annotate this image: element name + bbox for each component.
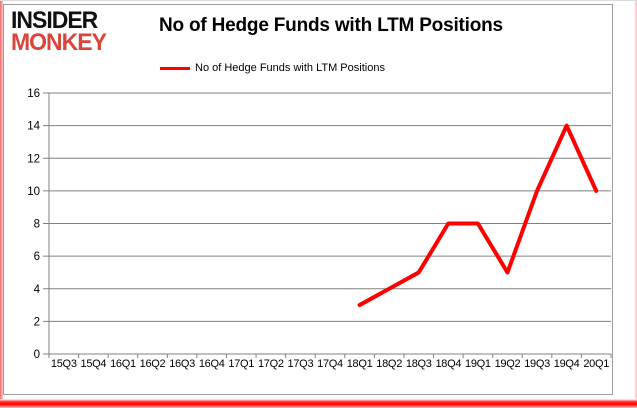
frame-border-bottom <box>0 399 637 408</box>
svg-text:12: 12 <box>27 153 40 165</box>
legend-line-swatch <box>160 66 190 70</box>
svg-text:17Q4: 17Q4 <box>317 358 343 370</box>
svg-text:19Q1: 19Q1 <box>465 358 491 370</box>
svg-text:2: 2 <box>34 316 40 328</box>
insider-monkey-logo: INSIDER MONKEY <box>11 5 107 56</box>
svg-text:16Q4: 16Q4 <box>199 358 225 370</box>
svg-text:16Q2: 16Q2 <box>140 358 166 370</box>
y-axis: 0 2 4 6 8 10 12 14 16 <box>27 88 50 361</box>
svg-text:18Q1: 18Q1 <box>347 358 373 370</box>
svg-text:15Q4: 15Q4 <box>81 358 107 370</box>
svg-text:10: 10 <box>27 186 40 198</box>
svg-text:20Q1: 20Q1 <box>583 358 609 370</box>
chart-title: No of Hedge Funds with LTM Positions <box>159 15 503 36</box>
x-axis: 15Q3 15Q4 16Q1 16Q2 16Q3 16Q4 17Q1 17Q2 17Q3 17Q4… <box>48 353 612 370</box>
svg-text:18Q4: 18Q4 <box>435 358 461 370</box>
svg-text:17Q1: 17Q1 <box>228 358 254 370</box>
svg-text:6: 6 <box>34 251 40 263</box>
svg-text:18Q3: 18Q3 <box>406 358 432 370</box>
svg-text:19Q4: 19Q4 <box>554 358 580 370</box>
svg-text:17Q2: 17Q2 <box>258 358 284 370</box>
logo-text-monkey: MONKEY <box>11 28 107 56</box>
gridlines <box>49 92 611 322</box>
svg-text:14: 14 <box>27 121 40 133</box>
logo-text-insider: INSIDER <box>11 5 98 34</box>
svg-text:15Q3: 15Q3 <box>51 358 77 370</box>
svg-text:16Q1: 16Q1 <box>110 358 136 370</box>
svg-text:4: 4 <box>34 284 41 296</box>
svg-text:19Q2: 19Q2 <box>495 358 521 370</box>
svg-text:17Q3: 17Q3 <box>288 358 314 370</box>
svg-text:19Q3: 19Q3 <box>524 358 550 370</box>
svg-text:18Q2: 18Q2 <box>376 358 402 370</box>
chart-legend: No of Hedge Funds with LTM Positions <box>160 62 385 74</box>
data-line-series <box>357 123 599 308</box>
svg-text:16Q3: 16Q3 <box>169 358 195 370</box>
chart-container: INSIDER MONKEY No of Hedge Funds with LT… <box>3 4 613 395</box>
svg-text:8: 8 <box>34 219 40 231</box>
svg-text:16: 16 <box>27 88 40 100</box>
legend-label: No of Hedge Funds with LTM Positions <box>195 62 385 74</box>
svg-text:0: 0 <box>34 349 40 361</box>
